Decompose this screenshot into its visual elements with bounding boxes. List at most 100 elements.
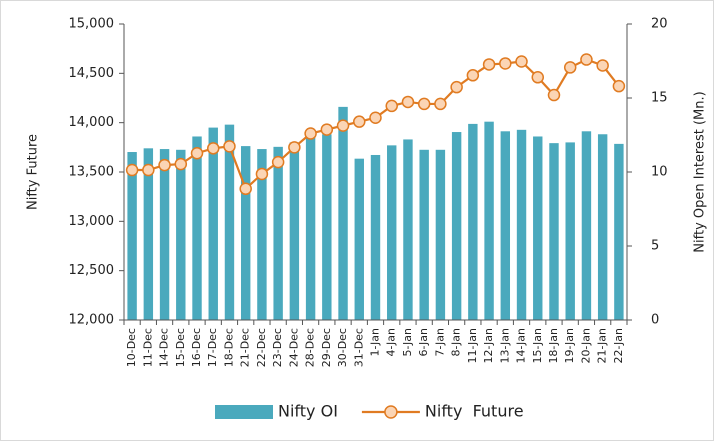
y2-tick-label: 5: [651, 239, 659, 254]
bar: [143, 148, 154, 320]
x-tick-label: 15-Jan: [531, 328, 544, 364]
marker: [271, 155, 285, 169]
legend-swatch: [384, 405, 398, 419]
x-tick-label: 20-Jan: [579, 328, 592, 364]
marker: [401, 95, 415, 109]
x-tick-label: 29-Dec: [320, 328, 333, 367]
x-tick-label: 10-Dec: [125, 328, 138, 367]
x-tick-label: 22-Jan: [612, 328, 625, 364]
bar: [500, 131, 511, 320]
bar: [305, 136, 316, 320]
legend-label: Nifty Future: [425, 402, 524, 421]
marker: [255, 167, 269, 181]
bar: [484, 121, 494, 321]
marker: [466, 69, 480, 82]
bar: [435, 149, 446, 320]
x-tick-label: 21-Dec: [239, 328, 252, 367]
bar: [240, 146, 251, 320]
x-tick-label: 28-Dec: [304, 328, 317, 367]
marker: [563, 61, 577, 74]
x-tick-label: 8-Jan: [450, 328, 463, 357]
bar: [370, 154, 381, 320]
bar: [468, 123, 478, 321]
marker: [190, 147, 204, 160]
marker: [125, 163, 139, 177]
x-tick-label: 14-Dec: [158, 328, 171, 367]
bar: [127, 152, 137, 320]
bar: [273, 146, 283, 320]
marker: [320, 123, 334, 136]
bar: [533, 136, 543, 320]
y2-tick-label: 10: [651, 165, 668, 180]
y-tick-label: 14,000: [69, 115, 115, 130]
bar: [208, 127, 218, 320]
bar: [322, 134, 332, 320]
marker: [580, 53, 593, 66]
x-tick-label: 1-Jan: [369, 328, 382, 357]
bar: [597, 134, 608, 320]
x-tick-label: 30-Dec: [336, 328, 349, 367]
y2-axis-title: Nifty Open Interest (Mn.): [693, 91, 708, 252]
x-tick-label: 6-Jan: [417, 328, 430, 357]
x-tick-label: 15-Dec: [174, 328, 187, 367]
x-tick-label: 4-Jan: [385, 328, 398, 357]
x-tick-label: 18-Dec: [222, 328, 235, 367]
bar: [565, 142, 575, 320]
marker: [499, 57, 512, 70]
bar: [581, 131, 592, 320]
marker: [304, 127, 317, 140]
legend-label: Nifty OI: [278, 402, 338, 421]
bar: [192, 136, 202, 320]
y-tick-label: 13,000: [69, 214, 115, 229]
y-tick-label: 12,500: [69, 263, 115, 278]
marker: [174, 157, 188, 171]
marker: [434, 97, 447, 111]
y-tick-label: 14,500: [69, 66, 115, 81]
marker: [239, 182, 252, 196]
bar: [516, 129, 527, 320]
marker: [223, 140, 236, 153]
marker: [369, 111, 382, 124]
legend-swatch: [215, 405, 273, 419]
marker: [612, 79, 626, 93]
x-tick-label: 23-Dec: [271, 328, 284, 367]
marker: [482, 58, 496, 71]
bar: [451, 132, 462, 320]
marker: [206, 142, 220, 155]
marker: [158, 158, 171, 172]
x-tick-label: 16-Dec: [190, 328, 203, 367]
bar: [224, 124, 235, 320]
x-tick-label: 17-Dec: [206, 328, 219, 367]
bar: [419, 149, 429, 320]
y-tick-label: 12,000: [69, 313, 115, 328]
y2-tick-label: 0: [651, 313, 659, 328]
x-tick-label: 31-Dec: [352, 328, 365, 367]
y-tick-label: 15,000: [69, 17, 115, 32]
bar: [403, 139, 413, 320]
x-tick-label: 21-Jan: [596, 328, 609, 364]
bar: [387, 145, 397, 320]
x-tick-label: 11-Dec: [141, 328, 154, 367]
y-axis-title: Nifty Future: [26, 134, 41, 210]
marker: [336, 119, 350, 132]
marker: [547, 88, 561, 102]
bar: [159, 149, 170, 320]
x-tick-label: 19-Jan: [563, 328, 576, 364]
y-tick-label: 13,500: [69, 165, 115, 180]
marker: [531, 71, 545, 84]
bar: [354, 158, 364, 320]
marker: [515, 55, 528, 68]
x-tick-label: 7-Jan: [433, 328, 446, 357]
x-tick-label: 13-Jan: [498, 328, 511, 364]
marker: [142, 163, 155, 177]
x-tick-label: 11-Jan: [466, 328, 479, 364]
x-tick-label: 14-Jan: [515, 328, 528, 364]
x-tick-label: 22-Dec: [255, 328, 268, 367]
y2-tick-label: 15: [651, 91, 668, 106]
marker: [450, 80, 463, 94]
marker: [417, 97, 431, 111]
marker: [353, 115, 366, 128]
bar: [549, 143, 559, 320]
x-tick-label: 12-Jan: [482, 328, 495, 364]
